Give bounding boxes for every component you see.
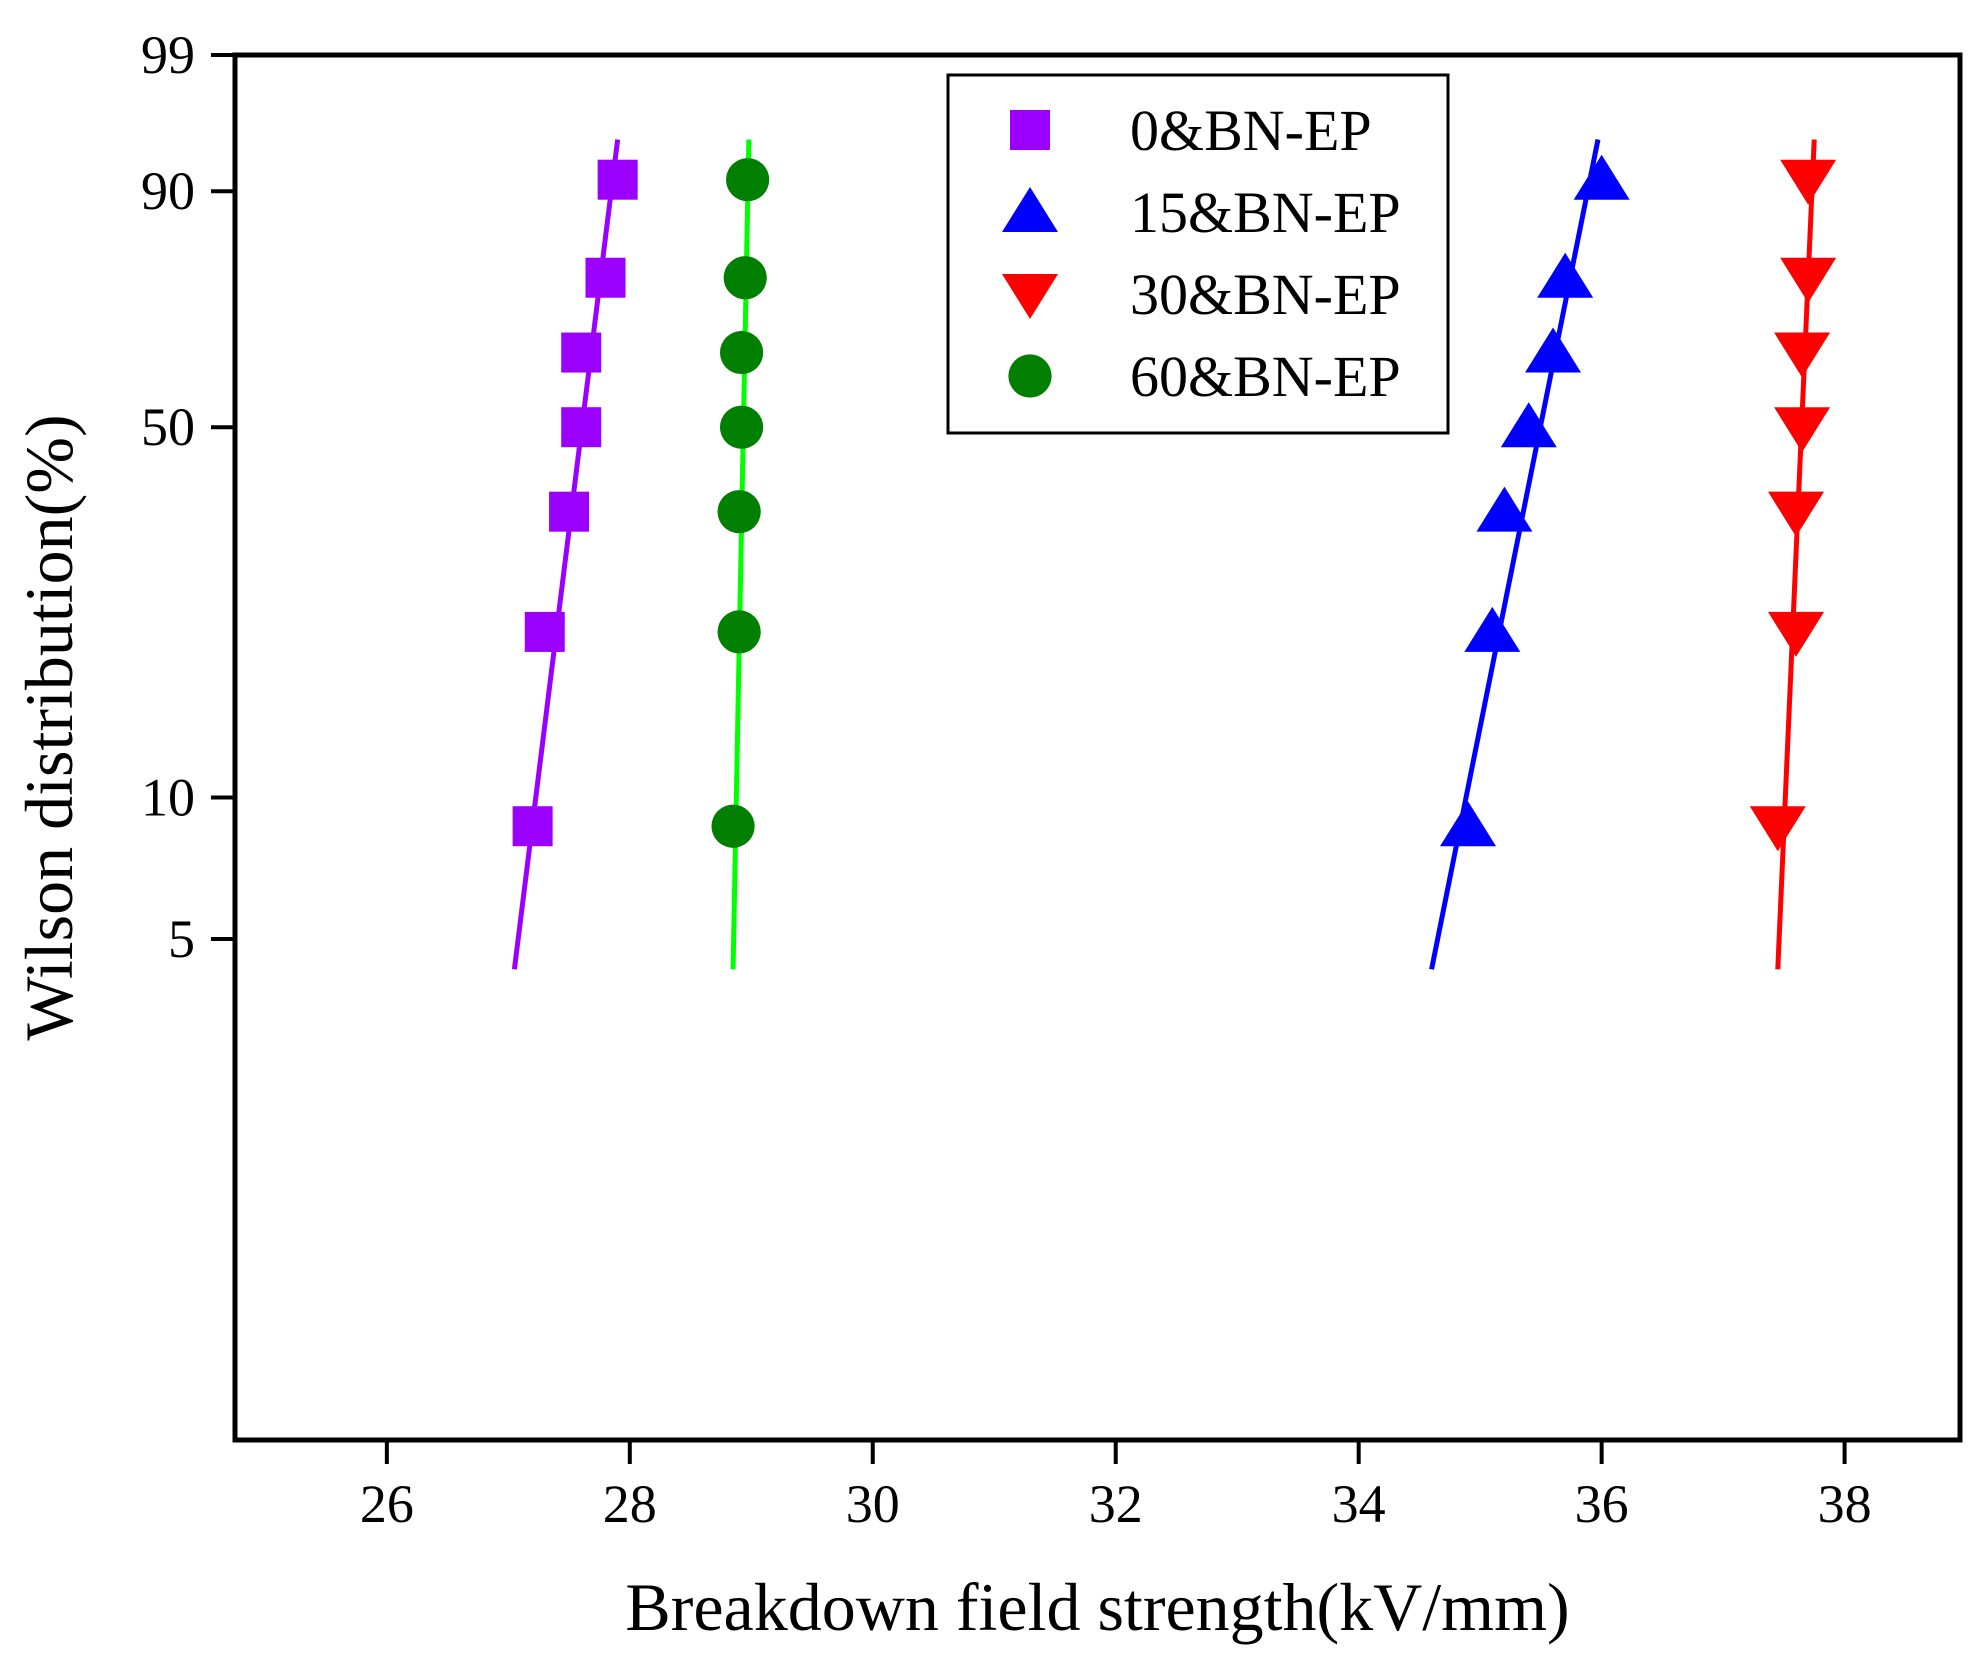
y-axis-ticks: 5 10 50 90 99 (141, 25, 235, 969)
data-point-triangle-up (1440, 801, 1497, 847)
data-point-square (549, 491, 590, 532)
y-tick-label: 5 (168, 909, 195, 969)
data-point-triangle-down (1002, 274, 1058, 319)
x-tick-label: 32 (1089, 1474, 1143, 1534)
data-point-triangle-down (1749, 806, 1806, 852)
data-point-circle (717, 610, 761, 654)
data-point-circle (723, 256, 767, 300)
data-point-triangle-up (1500, 402, 1557, 448)
plot-frame (232, 52, 1963, 1443)
data-point-triangle-up (1002, 187, 1058, 232)
y-tick-label: 90 (141, 161, 195, 221)
data-point-square (1010, 110, 1050, 150)
data-point-square (561, 407, 602, 448)
data-markers (512, 154, 1837, 852)
data-point-triangle-down (1768, 611, 1825, 657)
series-markers (512, 159, 638, 847)
y-tick-label: 10 (141, 767, 195, 827)
series-markers (711, 158, 770, 848)
legend-label: 60&BN-EP (1130, 344, 1401, 409)
data-point-circle (719, 330, 764, 375)
data-point-triangle-up (1464, 606, 1521, 652)
x-tick-label: 28 (603, 1474, 657, 1534)
x-tick-label: 36 (1575, 1474, 1629, 1534)
data-point-triangle-down (1780, 257, 1837, 303)
x-tick-label: 30 (846, 1474, 900, 1534)
data-point-circle (711, 804, 755, 848)
y-tick-label: 50 (141, 397, 195, 457)
data-point-square (597, 159, 638, 200)
data-point-circle (719, 405, 764, 449)
x-tick-label: 34 (1332, 1474, 1386, 1534)
data-point-circle (726, 158, 770, 202)
data-point-triangle-up (1525, 327, 1582, 373)
data-point-square (524, 611, 565, 652)
data-point-square (561, 332, 602, 373)
x-tick-label: 26 (360, 1474, 414, 1534)
data-point-triangle-down (1774, 332, 1831, 378)
y-tick-label: 99 (141, 25, 195, 85)
x-tick-label: 38 (1818, 1474, 1872, 1534)
data-point-triangle-up (1573, 154, 1630, 200)
legend-label: 0&BN-EP (1130, 98, 1372, 163)
legend-label: 15&BN-EP (1130, 180, 1401, 245)
data-point-circle (1008, 354, 1052, 398)
data-point-triangle-up (1476, 486, 1533, 532)
data-point-triangle-down (1774, 407, 1831, 453)
series-markers (1440, 154, 1630, 847)
data-point-square (585, 257, 626, 298)
legend: 0&BN-EP 15&BN-EP 30&BN-EP 60&BN-EP (946, 73, 1450, 435)
data-point-square (512, 806, 553, 847)
legend-label: 30&BN-EP (1130, 262, 1401, 327)
y-axis-title: Wilson distribution(%) (11, 414, 87, 1040)
data-point-circle (717, 490, 761, 534)
data-point-triangle-down (1768, 491, 1825, 537)
x-axis-ticks: 26 28 30 32 34 36 38 (360, 1440, 1872, 1534)
x-axis-title: Breakdown field strength(kV/mm) (625, 1569, 1569, 1645)
data-point-triangle-down (1780, 159, 1837, 205)
series-markers (1749, 159, 1837, 852)
data-point-triangle-up (1537, 252, 1594, 298)
